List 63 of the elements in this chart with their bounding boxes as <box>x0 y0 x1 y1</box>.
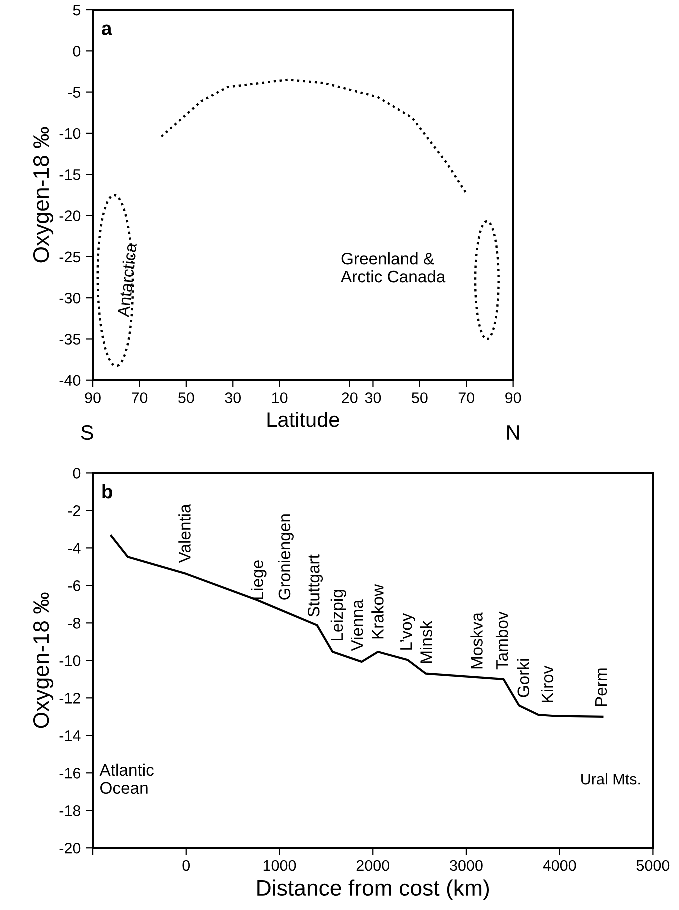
annotation: Perm <box>596 668 608 706</box>
text: S <box>81 425 94 440</box>
annotation: Minsk <box>420 620 432 664</box>
y-tick-label: -18 <box>60 805 81 816</box>
annotation: Valentia <box>178 504 191 564</box>
x-tick-label: 50 <box>178 392 194 404</box>
x-tick-label: 0 <box>182 860 190 872</box>
x-tick-label: 3000 <box>450 860 483 872</box>
y-tick-label: -20 <box>60 210 81 222</box>
annotation: Kirov <box>541 666 554 702</box>
y-tick-label: -25 <box>60 252 81 263</box>
x-tick-label: 5000 <box>636 860 670 872</box>
annotation: Atlantic Ocean <box>100 764 154 794</box>
x-tick-label: 70 <box>458 392 475 404</box>
x-tick-label: 30 <box>225 392 242 404</box>
x-tick-label: 1000 <box>264 860 296 872</box>
y-axis-title: Oxygen-18 ‰ <box>33 592 54 728</box>
x-tick-label: 70 <box>132 392 148 404</box>
annotation: b <box>102 484 113 499</box>
y-tick-label: 5 <box>73 5 81 16</box>
y-tick-label: -14 <box>60 730 81 742</box>
x-tick-label: 2000 <box>356 860 390 872</box>
x-tick-label: 20 <box>342 392 358 404</box>
annotation: a <box>102 24 112 36</box>
y-tick-label: -12 <box>60 693 80 704</box>
y-tick-label: -5 <box>68 87 81 98</box>
y-tick-label: -35 <box>60 334 81 345</box>
annotation: Gorki <box>517 659 530 698</box>
y-tick-label: -15 <box>60 170 81 180</box>
y-tick-label: -30 <box>60 292 81 304</box>
x-tick-label: 50 <box>412 392 428 404</box>
y-tick-label: 0 <box>73 46 81 57</box>
annotation: Groniengen <box>278 514 294 600</box>
annotation: L’voy <box>400 613 416 650</box>
y-tick-label: -10 <box>60 656 81 666</box>
annotation: Vienna <box>351 600 364 652</box>
annotation: Greenland & Arctic Canada <box>341 252 446 283</box>
y-tick-label: -6 <box>68 580 81 592</box>
y-tick-label: -20 <box>60 842 81 854</box>
x-tick-label: 90 <box>506 392 522 404</box>
annotation: Antarctica <box>117 242 138 318</box>
x-axis-title: Distance from cost (km) <box>258 880 490 900</box>
y-tick-label: -16 <box>60 768 81 779</box>
annotation: Krakow <box>372 584 384 639</box>
text: N <box>508 426 520 440</box>
annotation: Ural Mts. <box>582 774 640 785</box>
x-tick-label: 4000 <box>543 860 576 872</box>
x-axis-title: Latitude <box>268 412 340 428</box>
x-tick-label: 90 <box>85 392 101 404</box>
x-tick-label: 30 <box>365 392 382 404</box>
annotation: Liege <box>251 560 267 600</box>
annotation: Tambov <box>496 612 508 670</box>
x-tick-label: 10 <box>272 392 288 404</box>
y-tick-label: -8 <box>68 618 81 629</box>
annotation: Moskva <box>470 612 483 669</box>
y-tick-label: -40 <box>60 375 81 386</box>
y-axis-title: Oxygen-18 ‰ <box>33 127 54 263</box>
y-tick-label: -2 <box>68 506 80 516</box>
y-tick-label: -10 <box>60 128 81 140</box>
annotation: Leizpig <box>330 590 346 641</box>
annotation: Stuttgart <box>308 554 324 617</box>
y-tick-label: -4 <box>68 543 81 554</box>
y-tick-label: 0 <box>73 468 81 479</box>
